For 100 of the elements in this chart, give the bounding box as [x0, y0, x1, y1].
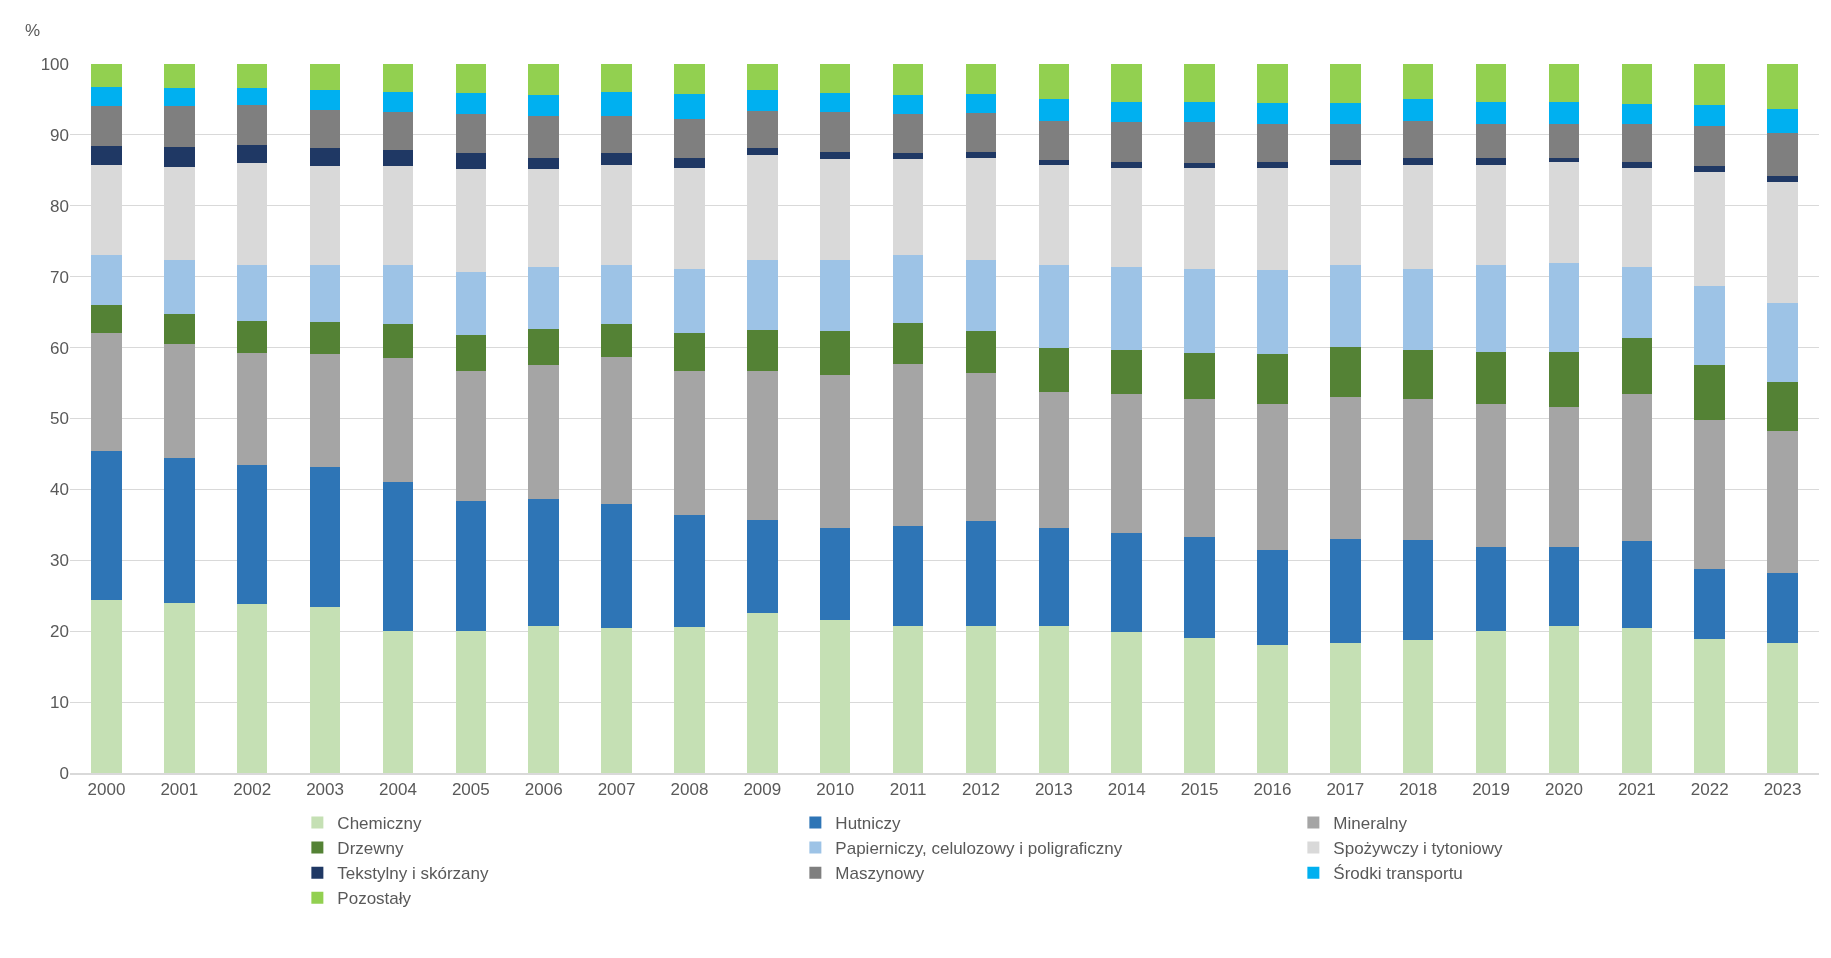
- x-tick-label: 2005: [451, 780, 490, 800]
- bar: [1402, 121, 1434, 159]
- x-tick-label: 2014: [1107, 780, 1146, 800]
- bar: [1694, 285, 1725, 366]
- legend-label: Pozostały: [337, 889, 412, 909]
- bar: [819, 527, 851, 620]
- bar: [819, 64, 851, 94]
- bar: [1257, 644, 1288, 773]
- bar: [1548, 263, 1580, 352]
- bar: [819, 111, 851, 152]
- x-tick-label: 2022: [1690, 780, 1729, 800]
- bar: [91, 332, 122, 452]
- bar: [164, 602, 195, 773]
- bar: [819, 93, 851, 112]
- bar: [1402, 158, 1434, 165]
- x-tick-label: 2004: [379, 780, 417, 800]
- bar: [1111, 349, 1142, 394]
- bar: [747, 259, 778, 330]
- bar: [965, 626, 997, 773]
- bar: [1111, 533, 1142, 632]
- bar: [601, 503, 632, 629]
- bar: [601, 64, 632, 93]
- bar: [91, 86, 122, 106]
- bar: [164, 458, 195, 603]
- bar: [1330, 64, 1361, 103]
- bar: [892, 95, 924, 115]
- bar: [747, 90, 778, 111]
- bar: [91, 305, 122, 333]
- bar: [309, 64, 341, 91]
- bar: [455, 93, 487, 115]
- bar: [601, 356, 632, 504]
- bar: [528, 266, 559, 330]
- bar: [528, 64, 559, 96]
- bar: [236, 264, 268, 322]
- bar: [309, 110, 341, 149]
- bar: [1767, 302, 1798, 383]
- bar: [382, 324, 414, 359]
- bar: [309, 607, 341, 773]
- bar: [892, 626, 924, 773]
- x-tick-label: 2003: [306, 780, 344, 800]
- x-tick-label: 2015: [1180, 780, 1219, 800]
- bar: [528, 625, 559, 773]
- bar: [1767, 64, 1798, 109]
- bar: [965, 260, 997, 332]
- x-tick-label: 2018: [1399, 780, 1438, 800]
- bar: [1184, 268, 1215, 353]
- bar: [309, 467, 341, 608]
- x-tick-label: 2020: [1545, 780, 1583, 800]
- bar: [309, 264, 341, 323]
- bar: [1257, 269, 1288, 354]
- bar: [1621, 393, 1653, 542]
- bar: [892, 363, 924, 527]
- bar: [1548, 626, 1580, 773]
- bar: [382, 631, 414, 773]
- bar: [1767, 431, 1798, 574]
- bar: [1184, 64, 1215, 102]
- bar: [1330, 123, 1361, 161]
- bar: [309, 90, 341, 111]
- bar: [674, 514, 705, 627]
- bar: [1475, 123, 1507, 159]
- y-tick-label: 100: [40, 54, 69, 74]
- x-tick-label: 2008: [670, 780, 709, 800]
- bar: [1111, 267, 1142, 350]
- bar: [1257, 124, 1288, 162]
- bar: [1184, 399, 1215, 537]
- x-tick-label: 2019: [1472, 780, 1510, 800]
- bar: [528, 365, 559, 499]
- bar: [1257, 64, 1288, 103]
- x-tick-label: 2001: [160, 780, 199, 800]
- bar: [1111, 101, 1142, 123]
- bar: [164, 260, 195, 315]
- bar: [1330, 346, 1361, 398]
- bar: [1694, 639, 1725, 773]
- bar: [1038, 99, 1070, 121]
- bar: [1694, 419, 1725, 569]
- bar: [1330, 539, 1361, 643]
- bar: [601, 264, 632, 325]
- bar: [236, 64, 268, 89]
- bar: [1548, 351, 1580, 408]
- bar: [1402, 99, 1434, 122]
- bar: [1694, 365, 1725, 420]
- bar: [965, 64, 997, 94]
- bar: [1402, 540, 1434, 640]
- bar: [528, 157, 559, 169]
- bar: [1330, 397, 1361, 540]
- bar: [1621, 541, 1653, 628]
- bar: [601, 115, 632, 154]
- legend-label: Maszynowy: [835, 864, 925, 884]
- bar: [528, 329, 559, 366]
- x-tick-label: 2010: [816, 780, 855, 800]
- bar: [819, 374, 851, 528]
- bar: [1767, 133, 1798, 177]
- bar: [382, 358, 414, 483]
- bar: [91, 451, 122, 600]
- bar: [674, 158, 705, 168]
- bar: [747, 371, 778, 520]
- y-tick-label: 20: [50, 622, 69, 642]
- bar: [674, 93, 705, 119]
- legend-label: Papierniczy, celulozowy i poligraficzny: [835, 839, 1123, 859]
- bar: [965, 93, 997, 113]
